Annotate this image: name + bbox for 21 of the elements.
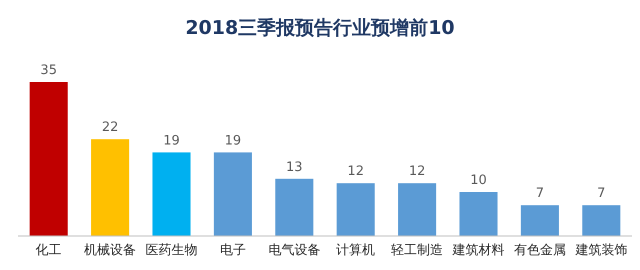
data-label: 7 <box>597 186 606 202</box>
data-label: 12 <box>347 164 364 180</box>
data-label: 10 <box>470 173 487 188</box>
x-tick-label: 建筑装饰 <box>574 243 628 258</box>
x-tick-label: 机械设备 <box>84 243 136 258</box>
data-label: 19 <box>224 133 242 148</box>
data-label: 22 <box>102 120 118 136</box>
x-tick-label: 电气设备 <box>268 243 320 258</box>
x-tick-label: 建筑材料 <box>452 243 504 258</box>
x-tick-label: 电子 <box>220 243 246 258</box>
x-tick-label: 轻工制造 <box>391 243 444 258</box>
data-label: 12 <box>408 164 426 180</box>
data-label: 7 <box>536 186 544 202</box>
chart-title: 2018三季报预告行业预增前10 <box>185 17 455 39</box>
data-label: 13 <box>286 160 303 175</box>
x-tick-label: 有色金属 <box>514 243 566 258</box>
data-label: 35 <box>40 63 57 78</box>
x-tick-label: 计算机 <box>336 243 376 258</box>
data-label: 19 <box>163 133 180 148</box>
x-tick-label: 医药生物 <box>146 243 198 258</box>
x-tick-label: 化工 <box>36 243 62 258</box>
